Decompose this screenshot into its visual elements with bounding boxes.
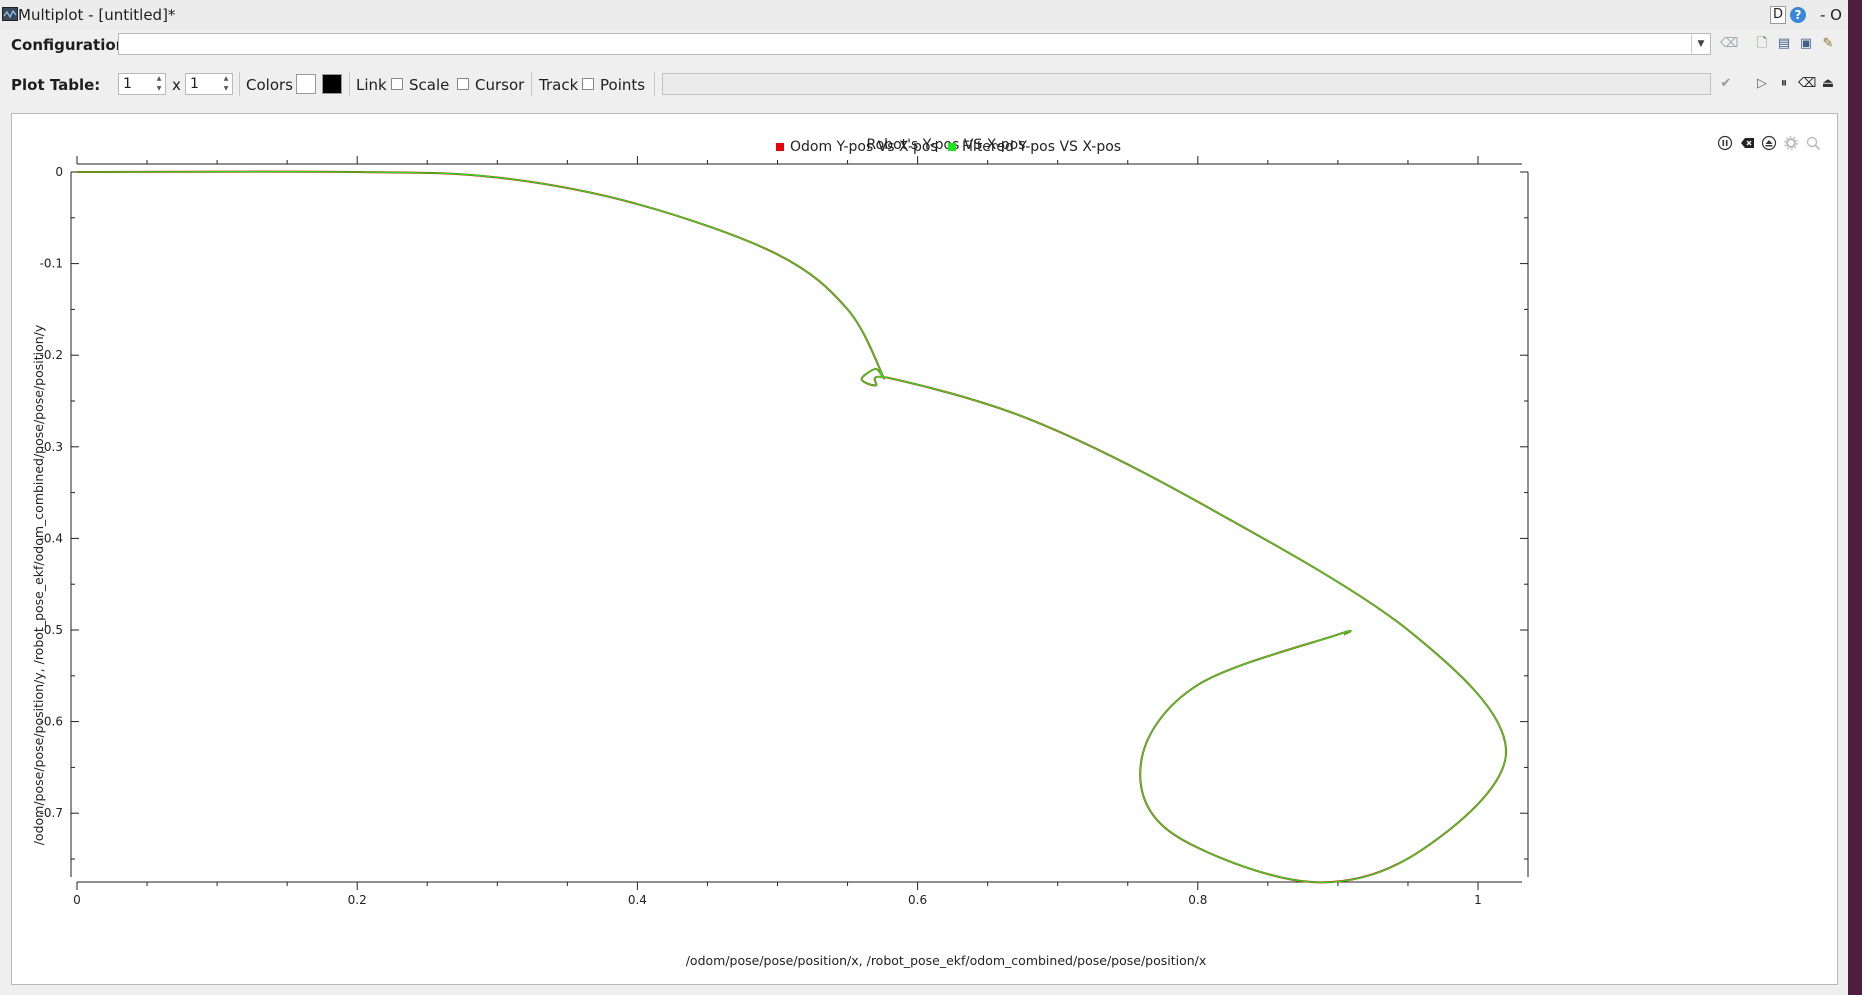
configuration-combo[interactable]: ▼ xyxy=(118,33,1711,55)
chevron-down-icon[interactable]: ▼ xyxy=(1691,34,1710,54)
window-title: Multiplot - [untitled]* xyxy=(18,6,176,24)
y-tick-label: -0.7 xyxy=(40,806,63,820)
export-icon[interactable]: ⏏ xyxy=(1821,76,1835,91)
link-label: Link xyxy=(356,76,387,94)
save-config-icon[interactable]: ▣ xyxy=(1799,36,1813,51)
foreground-color-swatch[interactable] xyxy=(322,74,342,94)
odom-series-line xyxy=(76,170,1508,884)
x-tick-label: 0.2 xyxy=(348,893,367,907)
points-checkbox[interactable] xyxy=(582,78,594,90)
cols-value: 1 xyxy=(190,76,199,92)
d-badge[interactable]: D xyxy=(1769,6,1786,24)
rows-value: 1 xyxy=(123,76,132,92)
x-tick-label: 0.8 xyxy=(1188,893,1207,907)
plot-clear-icon[interactable] xyxy=(1741,138,1754,148)
y-axis-label: /odom/pose/pose/position/y, /robot_pose_… xyxy=(31,324,46,845)
cols-stepper[interactable]: ▲ ▼ xyxy=(223,75,229,92)
plot-table-label: Plot Table: xyxy=(11,76,101,94)
configuration-label: Configuration: xyxy=(11,36,133,54)
play-icon[interactable]: ▷ xyxy=(1757,76,1767,91)
scale-checkbox[interactable] xyxy=(391,78,403,90)
times-separator: x xyxy=(172,76,181,94)
separator xyxy=(349,72,350,96)
pause-icon[interactable]: ⏸ xyxy=(1780,76,1788,91)
cols-spinbox[interactable]: 1 ▲ ▼ xyxy=(185,73,233,95)
chart-series xyxy=(76,170,1508,884)
chart-title: Robot's Y-pos VS X-pos xyxy=(867,137,1026,153)
desktop-edge xyxy=(1848,0,1862,995)
plot-pause-icon[interactable] xyxy=(1717,135,1733,151)
app-icon xyxy=(2,7,18,21)
window-controls[interactable]: - O xyxy=(1820,6,1842,24)
plot-panel[interactable]: Robot's Y-pos VS X-pos Odo xyxy=(11,113,1838,985)
y-tick-label: -0.6 xyxy=(40,715,63,729)
x-tick-label: 0 xyxy=(73,893,81,907)
rows-spinbox[interactable]: 1 ▲ ▼ xyxy=(118,73,166,95)
filtered-series-line xyxy=(76,170,1507,883)
status-bar xyxy=(0,985,1848,995)
plot-eject-icon[interactable] xyxy=(1761,135,1777,151)
plot-controls xyxy=(1717,135,1821,151)
checkmark-icon[interactable]: ✔ xyxy=(1720,76,1732,91)
background-color-swatch[interactable] xyxy=(296,74,316,94)
scale-label[interactable]: Scale xyxy=(409,76,450,94)
plot-gear-icon[interactable] xyxy=(1784,136,1798,150)
x-tick-label: 1 xyxy=(1474,893,1482,907)
colors-label: Colors xyxy=(246,76,293,94)
track-label: Track xyxy=(539,76,579,94)
clear-config-icon[interactable]: ⌫ xyxy=(1720,36,1739,51)
rows-stepper[interactable]: ▲ ▼ xyxy=(156,75,162,92)
new-config-icon[interactable]: 🗋 xyxy=(1756,36,1768,51)
x-tick-label: 0.6 xyxy=(908,893,927,907)
window-title-bar: Multiplot - [untitled]* D ? - O xyxy=(0,0,1848,30)
legend-label: Filtered Y-pos VS X-pos xyxy=(962,139,1121,155)
separator xyxy=(654,72,655,96)
chart-legend: Odom Y-pos Vs X-pos Filtered Y-pos VS X-p… xyxy=(776,139,1121,155)
trajectory-chart[interactable]: Robot's Y-pos VS X-pos Odo xyxy=(12,114,1837,984)
track-input[interactable] xyxy=(662,73,1711,95)
clear-icon[interactable]: ⌫ xyxy=(1798,76,1817,91)
legend-label: Odom Y-pos Vs X-pos xyxy=(790,139,938,155)
help-icon[interactable]: ? xyxy=(1790,7,1806,23)
y-tick-label: 0 xyxy=(55,165,63,179)
save-as-config-icon[interactable]: ✎ xyxy=(1822,36,1834,51)
legend-swatch xyxy=(776,143,784,151)
y-tick-label: -0.2 xyxy=(40,348,63,362)
cursor-label[interactable]: Cursor xyxy=(475,76,525,94)
y-tick-label: -0.5 xyxy=(40,623,63,637)
cursor-checkbox[interactable] xyxy=(457,78,469,90)
y-tick-label: -0.3 xyxy=(40,440,63,454)
separator xyxy=(531,72,532,96)
y-tick-label: -0.1 xyxy=(40,257,63,271)
x-tick-label: 0.4 xyxy=(628,893,647,907)
points-label[interactable]: Points xyxy=(600,76,646,94)
open-config-icon[interactable]: ▤ xyxy=(1777,36,1791,51)
y-tick-label: -0.4 xyxy=(40,531,63,545)
x-axis-label: /odom/pose/pose/position/x, /robot_pose_… xyxy=(686,953,1207,968)
legend-swatch xyxy=(948,143,956,151)
separator xyxy=(239,72,240,96)
chart-axes: 0 0.2 0.4 0.6 0.8 1 0 -0.1 -0.2 -0.3 -0.4 -0.5 -0.6 -… xyxy=(40,156,1529,907)
plot-zoom-icon[interactable] xyxy=(1806,136,1821,151)
